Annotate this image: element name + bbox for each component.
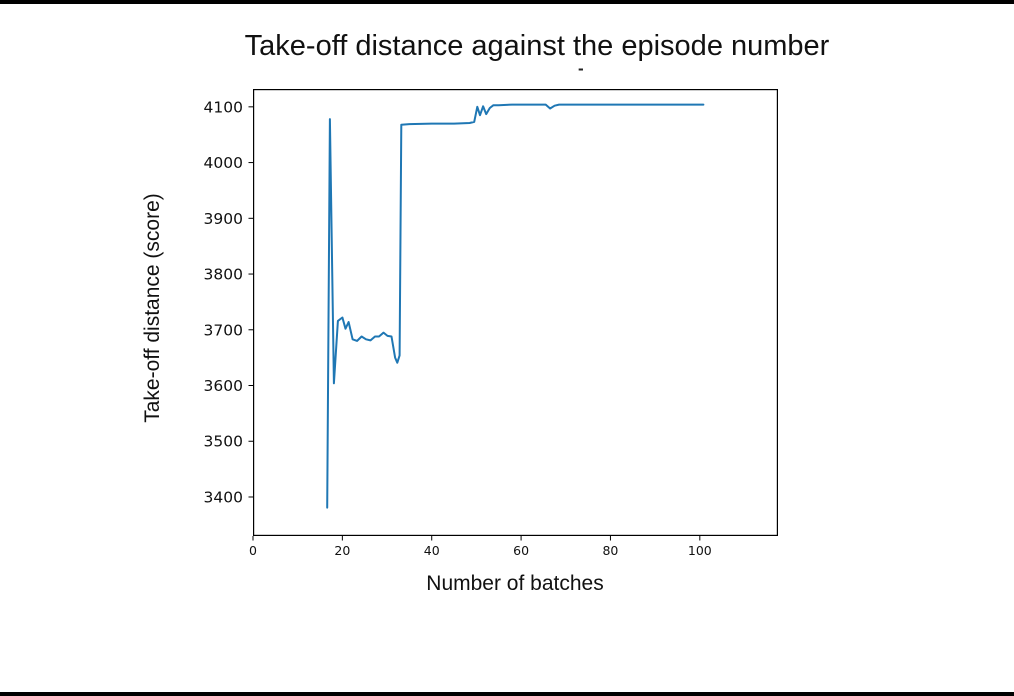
x-tick-label: 20: [334, 543, 350, 558]
y-tick-label: 3600: [204, 377, 243, 395]
y-tick-label: 3500: [204, 433, 243, 451]
y-axis-label: Take-off distance (score): [141, 193, 164, 423]
plot-border: [253, 89, 778, 536]
x-tick-label: 60: [513, 543, 529, 558]
y-tick-label: 3900: [204, 210, 243, 228]
y-tick-label: 4100: [204, 98, 243, 116]
x-tick-label: 40: [424, 543, 440, 558]
chart-title: Take-off distance against the episode nu…: [244, 30, 830, 62]
x-tick-label: 0: [249, 543, 257, 558]
y-tick-label: 3700: [204, 321, 243, 339]
x-axis-label: Number of batches: [426, 572, 604, 595]
x-tick-label: 80: [602, 543, 618, 558]
line-chart-plot-area: 0 20 40 60 80 100 3400 3500 3600 3700 3800 3900 4000…: [204, 89, 778, 558]
y-tick-label: 3400: [204, 488, 243, 506]
data-line-takeoff-distance: [326, 103, 705, 509]
y-tick-label: 3800: [204, 266, 243, 284]
x-tick-label: 100: [688, 543, 712, 558]
stray-dash-mark: -: [578, 59, 584, 78]
y-tick-label: 4000: [204, 154, 243, 172]
